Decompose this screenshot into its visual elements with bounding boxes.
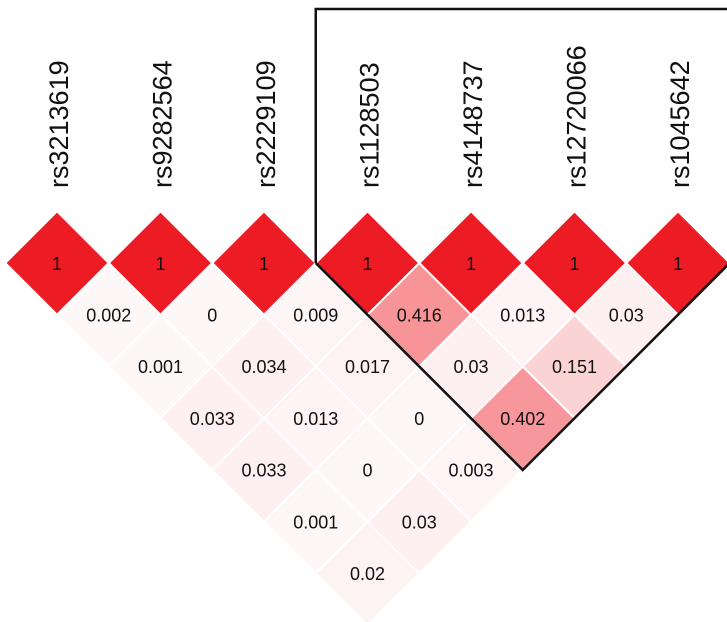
ld-cell: 0.02 xyxy=(314,520,421,622)
snp-label: rs4148737 xyxy=(458,60,488,188)
ld-cell-value: 0.001 xyxy=(293,512,338,532)
diagonal-cell-value: 1 xyxy=(259,254,269,274)
ld-cell-value: 0 xyxy=(414,409,424,429)
diagonal-cell-value: 1 xyxy=(569,254,579,274)
ld-cell-value: 0.151 xyxy=(552,357,597,377)
ld-cell-value: 0 xyxy=(362,461,372,481)
snp-label: rs3213619 xyxy=(44,60,74,188)
diagonal-cell-value: 1 xyxy=(52,254,62,274)
ld-cell-value: 0.033 xyxy=(241,461,286,481)
diagonal-cell-value: 1 xyxy=(362,254,372,274)
diagonal-cells-layer: 1 1 1 1 1 1 1 xyxy=(3,209,727,317)
ld-cell-shape xyxy=(314,520,421,622)
snp-label: rs12720066 xyxy=(562,45,592,188)
diagonal-cell: 1 xyxy=(210,209,318,317)
ld-cell-value: 0 xyxy=(207,305,217,325)
diagonal-cell-value: 1 xyxy=(155,254,165,274)
ld-cell-value: 0.402 xyxy=(500,409,545,429)
diagonal-cell-shape xyxy=(210,209,318,317)
snp-label: rs9282564 xyxy=(148,60,178,188)
haplotype-block-bracket xyxy=(314,7,727,263)
diagonal-cell: 1 xyxy=(521,209,628,317)
diagonal-cell: 1 xyxy=(417,209,525,317)
ld-cell-value: 0.003 xyxy=(448,461,493,481)
diagonal-cell-shape xyxy=(107,209,214,317)
diagonal-cell-value: 1 xyxy=(466,254,476,274)
ld-cell-value: 0.02 xyxy=(350,564,385,584)
snp-labels-layer: rs3213619 rs9282564 rs2229109 rs1128503 rs41… xyxy=(44,45,695,188)
haplotype-block-triangle xyxy=(314,262,727,472)
ld-cell-value: 0.03 xyxy=(402,512,437,532)
ld-cell-value: 0.013 xyxy=(293,409,338,429)
diagonal-cell-shape xyxy=(3,209,111,317)
ld-cell-value: 0.03 xyxy=(609,305,644,325)
ld-cells-layer: 0.002 0 0.009 0.416 0.013 0.03 0.001 0.034 0.017… xyxy=(55,261,680,622)
ld-cell-value: 0.416 xyxy=(397,305,442,325)
diagonal-cell-value: 1 xyxy=(673,254,683,274)
diagonal-cell: 1 xyxy=(107,209,214,317)
snp-label: rs1045642 xyxy=(665,60,695,188)
ld-cell-value: 0.017 xyxy=(345,357,390,377)
snp-label: rs2229109 xyxy=(251,60,281,188)
snp-label: rs1128503 xyxy=(355,62,385,188)
ld-cell-value: 0.03 xyxy=(453,357,488,377)
diagonal-cell-shape xyxy=(417,209,525,317)
ld-cell-value: 0.013 xyxy=(500,305,545,325)
ld-cell-value: 0.034 xyxy=(241,357,286,377)
diagonal-cell-shape xyxy=(521,209,628,317)
ld-cell-value: 0.002 xyxy=(86,305,131,325)
ld-cell-value: 0.001 xyxy=(138,357,183,377)
ld-cell-value: 0.009 xyxy=(293,305,338,325)
diagonal-cell: 1 xyxy=(3,209,111,317)
ld-cell-value: 0.033 xyxy=(190,409,235,429)
haplotype-block-layer xyxy=(314,7,727,472)
